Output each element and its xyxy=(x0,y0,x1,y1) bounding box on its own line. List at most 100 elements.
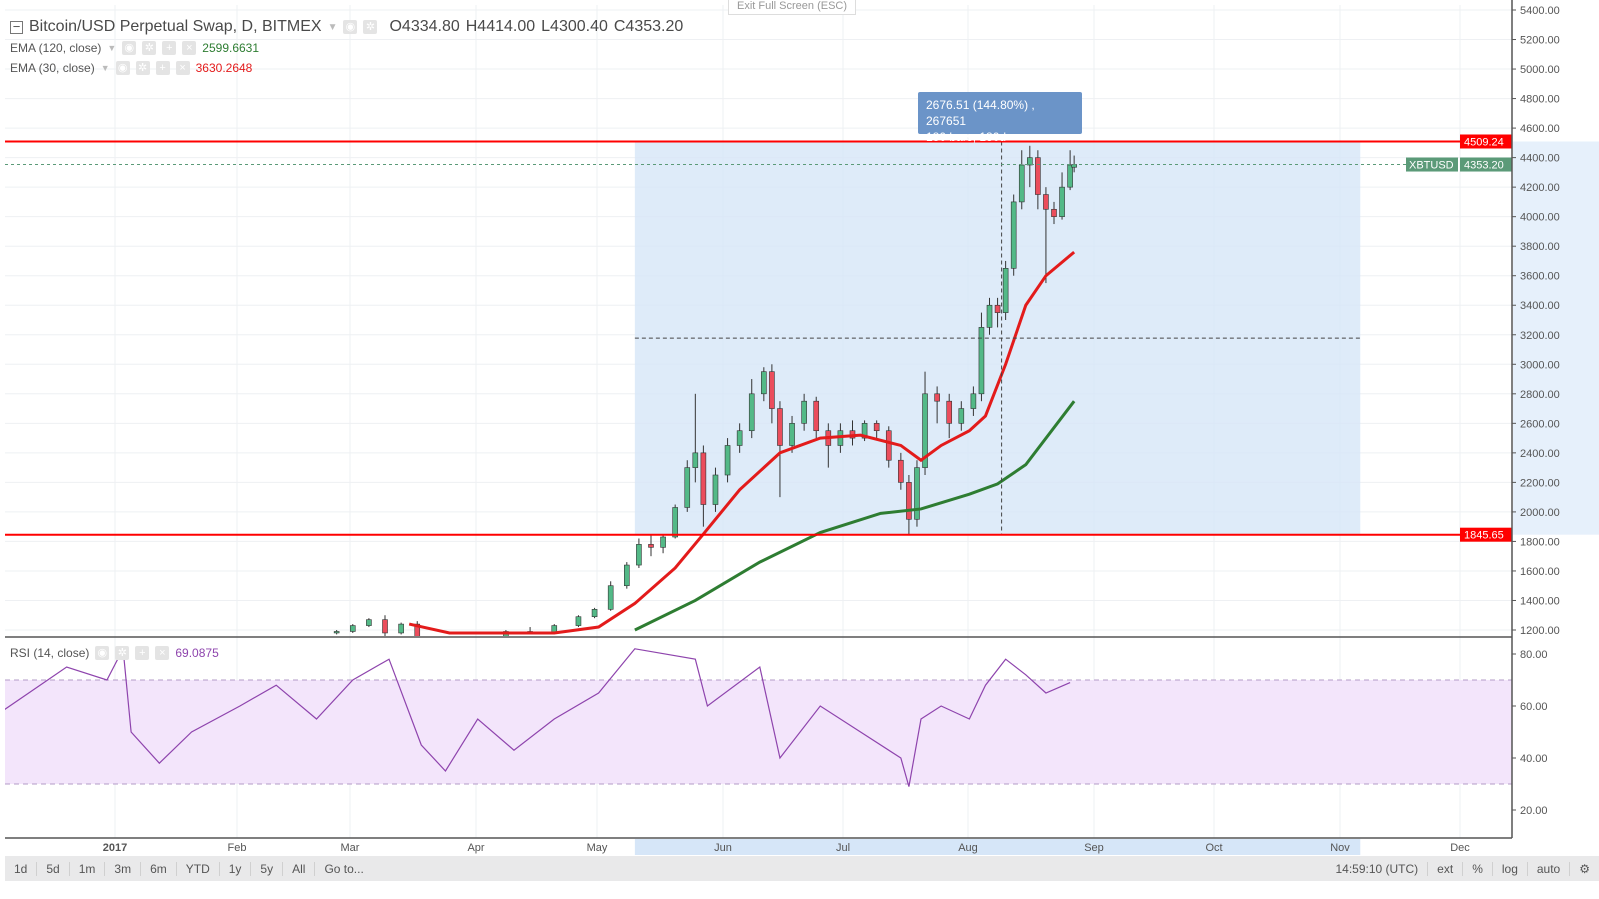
candle-body xyxy=(813,400,820,432)
gear-icon[interactable]: ✲ xyxy=(135,61,150,75)
time-tick-label: Aug xyxy=(958,842,978,854)
eye-icon[interactable]: ◉ xyxy=(95,646,110,660)
candle-body xyxy=(1059,186,1065,217)
timeframe-1m[interactable]: 1m xyxy=(70,861,106,876)
candle-body xyxy=(712,474,719,505)
ema30-value: 3630.2648 xyxy=(195,61,253,75)
candle xyxy=(724,438,731,483)
candle-body xyxy=(624,564,630,587)
timeframe-5d[interactable]: 5d xyxy=(37,861,70,876)
collapse-icon[interactable]: − xyxy=(10,20,23,34)
candle-body xyxy=(801,400,807,424)
close-value: C4353.20 xyxy=(613,18,684,35)
high-value: H4414.00 xyxy=(465,18,536,35)
rsi-tick-label: 40.00 xyxy=(1520,753,1548,765)
candle xyxy=(769,364,775,424)
candle xyxy=(435,637,440,659)
timeframe-ytd[interactable]: YTD xyxy=(177,861,220,876)
candle xyxy=(648,534,654,557)
ext-toggle[interactable]: ext xyxy=(1428,861,1464,876)
candle xyxy=(692,393,699,483)
symbol-title[interactable]: Bitcoin/USD Perpetual Swap, D, BITMEX xyxy=(29,18,322,35)
eye-icon[interactable]: ◉ xyxy=(343,20,358,34)
candle xyxy=(700,445,707,527)
candle-body xyxy=(724,445,731,476)
candle-body xyxy=(986,304,993,328)
candle-body xyxy=(970,393,977,409)
symbol-tag-label: XBTUSD xyxy=(1409,160,1454,172)
time-tick-label: Nov xyxy=(1330,842,1350,854)
plus-icon[interactable]: + xyxy=(162,41,177,55)
candle xyxy=(994,297,1001,328)
gear-icon[interactable]: ✲ xyxy=(142,41,157,55)
candle-body xyxy=(575,616,582,626)
candle-body xyxy=(349,625,356,632)
close-icon[interactable]: × xyxy=(155,646,170,660)
candle-body xyxy=(873,423,880,432)
eye-icon[interactable]: ◉ xyxy=(122,41,137,55)
price-tick-label: 3000.00 xyxy=(1520,359,1560,371)
candle-body xyxy=(1010,201,1017,269)
candle-body xyxy=(748,393,755,432)
time-tick-label: Oct xyxy=(1205,842,1222,854)
time-tick-label: Sep xyxy=(1084,842,1104,854)
ema120-label[interactable]: EMA (120, close) xyxy=(10,41,102,55)
candle-body xyxy=(906,482,912,520)
candle xyxy=(1002,260,1009,320)
close-icon[interactable]: × xyxy=(182,41,197,55)
timeframe-3m[interactable]: 3m xyxy=(105,861,142,876)
candle-body xyxy=(636,544,642,566)
candle-body xyxy=(414,623,421,636)
candle xyxy=(624,562,630,589)
timeframe-1y[interactable]: 1y xyxy=(220,861,252,876)
candle-body xyxy=(607,585,614,610)
rsi-value: 69.0875 xyxy=(175,646,219,660)
candle-body xyxy=(1018,164,1025,203)
rsi-label[interactable]: RSI (14, close) xyxy=(10,646,90,660)
ema30-label[interactable]: EMA (30, close) xyxy=(10,61,95,75)
exit-fullscreen-button[interactable]: Exit Full Screen (ESC) xyxy=(728,0,857,15)
gear-icon[interactable]: ✲ xyxy=(363,20,378,34)
candle xyxy=(591,607,598,619)
eye-icon[interactable]: ◉ xyxy=(115,61,130,75)
candle-body xyxy=(789,423,795,446)
timeframe-6m[interactable]: 6m xyxy=(141,861,177,876)
price-tick-label: 1600.00 xyxy=(1520,566,1560,578)
goto-button[interactable]: Go to... xyxy=(324,861,364,876)
candle xyxy=(1010,194,1017,276)
candle xyxy=(607,581,614,611)
candle xyxy=(712,467,719,512)
candle xyxy=(366,618,372,628)
timeframe-all[interactable]: All xyxy=(283,861,316,876)
percent-toggle[interactable]: % xyxy=(1463,861,1493,876)
candle-body xyxy=(660,536,666,548)
candle xyxy=(333,630,340,635)
chevron-down-icon[interactable]: ▼ xyxy=(107,43,117,53)
candle-body xyxy=(885,430,892,461)
open-value: O4334.80 xyxy=(389,18,460,35)
chevron-down-icon[interactable]: ▼ xyxy=(327,21,338,33)
rsi-tick-label: 60.00 xyxy=(1520,701,1548,713)
candle-body xyxy=(1027,157,1033,166)
close-icon[interactable]: × xyxy=(175,61,190,75)
timeframe-5y[interactable]: 5y xyxy=(251,861,284,876)
candle xyxy=(398,622,404,635)
candle xyxy=(946,393,953,439)
chevron-down-icon[interactable]: ▼ xyxy=(100,63,110,73)
auto-toggle[interactable]: auto xyxy=(1528,861,1571,876)
gear-icon[interactable]: ✲ xyxy=(115,646,130,660)
log-toggle[interactable]: log xyxy=(1493,861,1528,876)
price-tick-label: 2000.00 xyxy=(1520,507,1560,519)
plus-icon[interactable]: + xyxy=(135,646,150,660)
candle xyxy=(660,534,666,554)
last-price-tag xyxy=(1460,157,1512,172)
plus-icon[interactable]: + xyxy=(155,61,170,75)
candle-body xyxy=(333,631,340,634)
price-tick-label: 3600.00 xyxy=(1520,271,1560,283)
timeframe-1d[interactable]: 1d xyxy=(5,861,38,876)
candle-body xyxy=(382,619,388,634)
settings-gear-icon[interactable]: ⚙ xyxy=(1579,861,1590,876)
candle-body xyxy=(700,452,707,505)
candle xyxy=(873,420,880,439)
